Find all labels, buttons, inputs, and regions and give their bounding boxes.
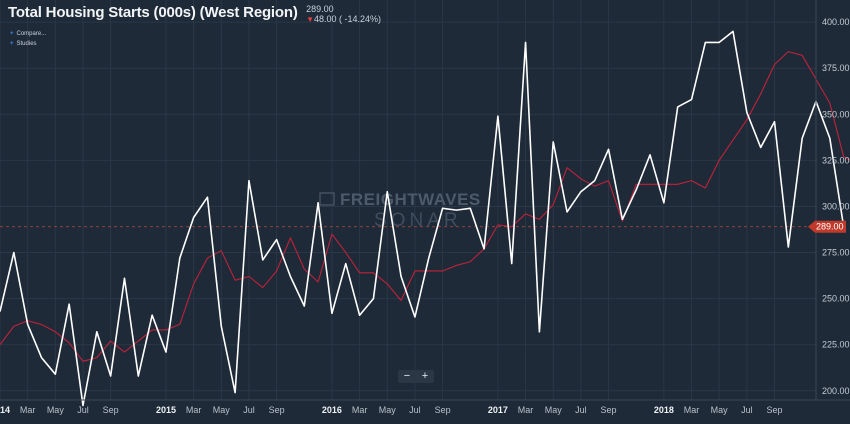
x-tick-label: 2014 bbox=[0, 405, 10, 415]
y-tick-label: 225.00 bbox=[822, 340, 850, 350]
y-tick-label: 375.00 bbox=[822, 63, 850, 73]
y-tick-label: 350.00 bbox=[822, 109, 850, 119]
series-line-main bbox=[0, 30, 845, 407]
plus-icon: + bbox=[10, 41, 14, 47]
y-tick-label: 200.00 bbox=[822, 386, 850, 396]
last-value-badge: 289.00 bbox=[808, 220, 846, 233]
x-tick-label: May bbox=[47, 405, 65, 415]
x-axis: 2014 Mar May Jul Sep 2015 Mar May Jul Sep 2016 Mar M… bbox=[0, 405, 783, 415]
x-tick-label: May bbox=[379, 405, 397, 415]
quote-block: 289.00 ▼48.00 ( -14.24%) bbox=[306, 4, 381, 25]
x-tick-label: May bbox=[545, 405, 563, 415]
watermark: FREIGHTWAVES SONAR bbox=[319, 190, 481, 231]
x-tick-label: 2015 bbox=[156, 405, 176, 415]
y-tick-label: 300.00 bbox=[822, 201, 850, 211]
series-layer bbox=[0, 30, 850, 407]
series-line-moving-average bbox=[0, 51, 850, 362]
price-change: ▼48.00 ( -14.24%) bbox=[306, 14, 381, 25]
x-tick-label: May bbox=[711, 405, 729, 415]
grid bbox=[0, 0, 816, 400]
y-tick-label: 325.00 bbox=[822, 155, 850, 165]
y-tick-label: 275.00 bbox=[822, 248, 850, 258]
zoom-controls: − + bbox=[398, 370, 434, 383]
zoom-in-button[interactable]: + bbox=[421, 370, 429, 382]
x-tick-label: Jul bbox=[575, 405, 587, 415]
chart-title: Total Housing Starts (000s) (West Region… bbox=[8, 4, 298, 21]
chart-header: Total Housing Starts (000s) (West Region… bbox=[8, 4, 381, 25]
down-arrow-icon: ▼ bbox=[306, 15, 314, 24]
x-tick-label: 2017 bbox=[488, 405, 508, 415]
price-change-value: 48.00 ( -14.24%) bbox=[314, 14, 382, 24]
x-tick-label: Sep bbox=[601, 405, 617, 415]
current-price: 289.00 bbox=[306, 4, 334, 14]
x-tick-label: Jul bbox=[741, 405, 753, 415]
studies-label: Studies bbox=[16, 41, 37, 47]
x-tick-label: Sep bbox=[269, 405, 285, 415]
x-tick-label: Mar bbox=[186, 405, 202, 415]
zoom-out-button[interactable]: − bbox=[403, 370, 411, 382]
x-tick-label: Jul bbox=[243, 405, 255, 415]
watermark-line2: SONAR bbox=[374, 210, 462, 231]
x-tick-label: Mar bbox=[684, 405, 700, 415]
y-tick-label: 250.00 bbox=[822, 294, 850, 304]
x-tick-label: Sep bbox=[767, 405, 783, 415]
chart-menu: + Compare... + Studies bbox=[10, 29, 46, 49]
x-tick-label: Jul bbox=[409, 405, 421, 415]
x-tick-label: Sep bbox=[435, 405, 451, 415]
y-tick-label: 400.00 bbox=[822, 17, 850, 27]
compare-button[interactable]: + Compare... bbox=[10, 29, 46, 39]
x-tick-label: 2018 bbox=[654, 405, 674, 415]
last-value-label: 289.00 bbox=[816, 222, 844, 232]
watermark-logo-icon bbox=[319, 192, 335, 206]
x-tick-label: Sep bbox=[103, 405, 119, 415]
compare-label: Compare... bbox=[16, 31, 47, 37]
x-tick-label: Mar bbox=[518, 405, 534, 415]
plus-icon: + bbox=[10, 31, 14, 37]
x-tick-label: May bbox=[213, 405, 231, 415]
last-value-badge-shape bbox=[808, 220, 846, 233]
x-tick-label: Jul bbox=[77, 405, 89, 415]
watermark-line1: FREIGHTWAVES bbox=[340, 190, 481, 209]
x-tick-label: 2016 bbox=[322, 405, 342, 415]
x-tick-label: Mar bbox=[352, 405, 368, 415]
studies-button[interactable]: + Studies bbox=[10, 39, 46, 49]
x-tick-label: Mar bbox=[20, 405, 36, 415]
y-axis: 200.00 225.00 250.00 275.00 300.00 325.00 350.… bbox=[822, 17, 850, 396]
